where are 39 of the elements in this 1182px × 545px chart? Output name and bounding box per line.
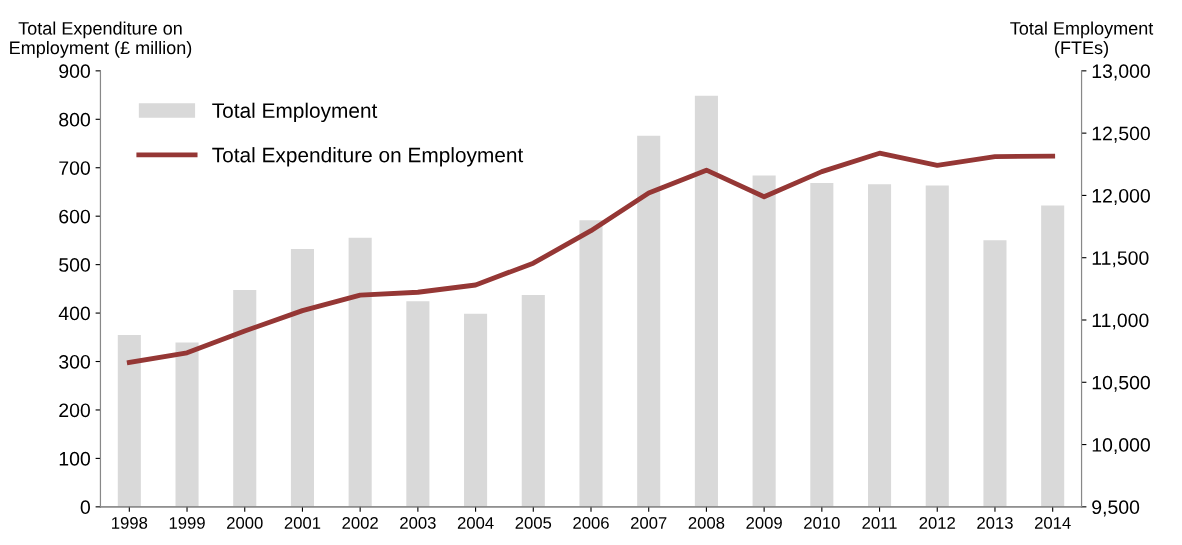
x-tick-label: 1998: [112, 517, 148, 529]
y2-tick-label: 13,000: [1092, 64, 1150, 81]
x-tick-label: 2007: [631, 517, 667, 529]
y-tick-label: 400: [58, 306, 90, 321]
y2-tick-label: 11,500: [1092, 251, 1149, 268]
y-tick-label: 600: [59, 209, 90, 224]
x-tick-label: 2010: [804, 517, 840, 529]
y-tick-label: 0: [80, 500, 90, 515]
x-tick-label: 2000: [227, 517, 263, 529]
y2-axis-title: Total Employment (FTEs): [1010, 21, 1154, 58]
y2-tick-label: 11,000: [1092, 313, 1149, 330]
legend-label: Total Expenditure on Employment: [212, 147, 524, 167]
y2-tick-label: 10,000: [1092, 438, 1150, 455]
y2-tick-label: 10,500: [1092, 375, 1150, 392]
x-tick-label: 2005: [515, 517, 552, 529]
y2-tick-label: 12,000: [1092, 188, 1150, 205]
y-tick-label: 800: [59, 112, 90, 127]
y2-tick-label: 12,500: [1092, 126, 1150, 143]
x-tick-label: 2014: [1034, 517, 1071, 529]
y-axis-title: Total Expenditure on Employment (£ million): [10, 21, 192, 58]
x-tick-label: 2012: [919, 517, 955, 529]
x-tick-label: 2011: [862, 517, 897, 529]
y-tick-label: 300: [59, 354, 90, 369]
y-tick-label: 900: [59, 64, 90, 79]
x-tick-label: 2008: [688, 517, 725, 529]
legend-label: Total Employment: [212, 102, 378, 123]
y-tick-label: 200: [59, 403, 90, 418]
x-tick-label: 2009: [746, 517, 782, 529]
x-tick-label: 2003: [400, 517, 436, 529]
y-tick-label: 100: [59, 451, 90, 466]
x-tick-label: 2004: [457, 517, 494, 529]
y-tick-label: 700: [59, 161, 90, 175]
y2-tick-label: 9,500: [1092, 500, 1140, 517]
x-tick-label: 1999: [169, 517, 205, 529]
x-tick-label: 2006: [573, 517, 609, 529]
y-tick-label: 500: [59, 258, 90, 272]
x-tick-label: 2002: [342, 517, 378, 529]
x-tick-label: 2013: [977, 517, 1013, 529]
x-tick-label: 2001: [284, 517, 321, 529]
